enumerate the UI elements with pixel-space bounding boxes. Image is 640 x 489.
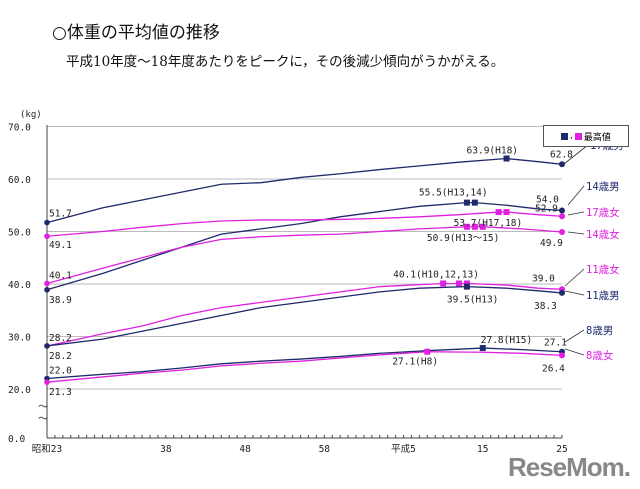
x-tick-label: 25 (556, 444, 567, 455)
peak-marker (503, 209, 510, 216)
label-arrow (567, 185, 585, 206)
end-point (559, 289, 565, 296)
label-arrow (567, 231, 585, 235)
y-tick-label: 70.0 (8, 123, 31, 134)
data-label: 62.8 (550, 149, 573, 160)
peak-marker (479, 223, 486, 230)
start-point (44, 286, 50, 293)
peak-marker (471, 223, 478, 230)
y-tick-label: 30.0 (8, 333, 31, 344)
start-point (44, 343, 50, 349)
x-tick-label: 38 (160, 444, 172, 455)
peak-marker (463, 223, 470, 230)
x-tick-label: 48 (239, 444, 251, 455)
label-arrow (563, 144, 589, 165)
series-label: 14歳女 (586, 228, 620, 241)
y-tick-label: 0.0 (8, 434, 25, 445)
data-label: 53.7(H17,18) (454, 218, 523, 229)
label-arrow (567, 211, 585, 216)
peak-marker (463, 280, 470, 287)
series-label: 8歳男 (586, 325, 613, 337)
data-label: 39.0 (532, 273, 555, 284)
label-arrow (564, 268, 585, 287)
series-label: 11歳男 (586, 290, 620, 302)
legend: , 最高値 (543, 125, 629, 147)
end-point (559, 161, 565, 168)
data-label: 52.9 (535, 203, 558, 214)
peak-marker (463, 283, 470, 290)
label-arrow (564, 348, 585, 356)
peak-marker (456, 280, 462, 287)
peak-marker (479, 345, 486, 352)
x-tick-label: 平成5 (391, 443, 416, 455)
data-label: 49.9 (540, 238, 563, 249)
series-label: 14歳男 (586, 181, 620, 193)
series-line (46, 351, 563, 383)
start-point (44, 280, 50, 287)
data-label: 28.2 (49, 351, 72, 362)
data-label: 50.9(H13～15) (427, 233, 499, 244)
data-label: 39.5(H13) (447, 295, 498, 306)
peak-marker (503, 155, 510, 162)
y-tick-label: 50.0 (8, 228, 31, 239)
data-label: 26.4 (542, 363, 565, 374)
data-label: 27.1(H8) (392, 357, 438, 368)
axis-break-mark: ～ (38, 402, 48, 413)
data-label: 55.5(H13,14) (419, 188, 488, 199)
data-label: 40.1(H10,12,13) (393, 269, 479, 280)
peak-marker (424, 348, 431, 355)
data-label: 63.9(H18) (467, 146, 518, 157)
label-arrow (564, 329, 585, 343)
data-label: 38.9 (49, 295, 72, 306)
end-point (559, 213, 565, 220)
x-tick-label: 昭和23 (32, 444, 62, 455)
series-label: 8歳女 (586, 349, 613, 362)
data-label: 27.1 (544, 338, 567, 349)
series-line (46, 282, 563, 347)
end-point (559, 229, 565, 236)
data-label: 40.1 (49, 270, 72, 281)
series-label: 11歳女 (586, 263, 620, 276)
label-arrow (564, 290, 585, 296)
series-line (46, 201, 563, 291)
x-tick-label: 15 (477, 444, 488, 455)
data-label: 38.3 (534, 301, 557, 312)
peak-marker (495, 209, 502, 216)
end-point (559, 352, 565, 359)
legend-male-swatch (561, 132, 569, 140)
data-label: 49.1 (49, 240, 72, 251)
data-label: 21.3 (49, 387, 72, 398)
data-label: 28.2 (49, 333, 72, 344)
y-tick-label: 60.0 (8, 175, 31, 186)
legend-female-swatch (574, 132, 582, 140)
series-line (46, 157, 563, 224)
peak-marker (440, 280, 447, 287)
data-label: 22.0 (49, 366, 72, 377)
watermark-logo: ReseMom. (507, 452, 631, 482)
page-subtitle: 平成10年度～18年度あたりをピークに，その後減少傾向がうかがえる。 (66, 54, 505, 70)
y-tick-label: 40.0 (8, 280, 31, 291)
x-tick-label: 58 (319, 444, 331, 455)
start-point (44, 379, 50, 385)
series-label: 17歳女 (586, 206, 620, 219)
data-label: 51.7 (49, 209, 72, 220)
end-point (559, 207, 565, 214)
peak-marker (471, 199, 478, 206)
y-axis-unit: (kg) (20, 110, 42, 120)
axis-break-mark: ～ (38, 414, 48, 425)
legend-label: 最高値 (583, 132, 611, 143)
page-title: ○体重の平均値の推移 (52, 23, 220, 43)
start-point (44, 233, 50, 240)
start-point (44, 219, 50, 226)
data-label: 27.8(H15) (481, 335, 532, 346)
y-tick-label: 20.0 (8, 385, 31, 396)
series-line (46, 285, 563, 347)
data-label: 54.0 (536, 195, 559, 206)
peak-marker (463, 199, 470, 206)
